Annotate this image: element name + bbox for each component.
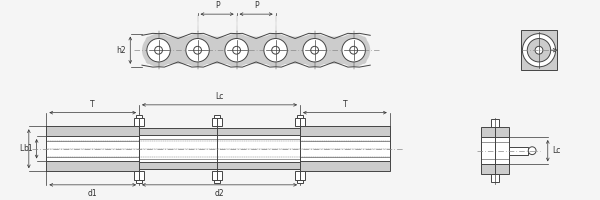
FancyBboxPatch shape (146, 37, 211, 64)
Bar (297, 115, 303, 118)
Circle shape (147, 39, 170, 62)
Text: h2: h2 (117, 46, 127, 55)
Bar (139, 128, 300, 169)
Bar (509, 147, 528, 155)
Text: T: T (91, 100, 95, 109)
Circle shape (264, 39, 287, 62)
Text: d1: d1 (88, 189, 98, 198)
Circle shape (272, 46, 280, 54)
Text: L: L (20, 144, 24, 153)
Bar (134, 171, 144, 180)
Bar (300, 126, 390, 171)
FancyBboxPatch shape (224, 37, 289, 64)
Circle shape (528, 147, 536, 155)
Circle shape (311, 46, 319, 54)
Circle shape (298, 34, 331, 67)
FancyBboxPatch shape (302, 37, 367, 64)
Bar (481, 127, 509, 174)
FancyBboxPatch shape (185, 37, 250, 64)
Bar (136, 115, 142, 118)
Bar (491, 119, 499, 127)
Bar (139, 135, 300, 162)
Bar (297, 180, 303, 183)
Text: P: P (254, 1, 259, 10)
Bar (521, 30, 557, 70)
Circle shape (342, 39, 365, 62)
Circle shape (220, 34, 253, 67)
Circle shape (303, 39, 326, 62)
Bar (214, 115, 220, 118)
Bar (300, 136, 390, 161)
FancyBboxPatch shape (263, 37, 328, 64)
Circle shape (337, 34, 370, 67)
Text: Lc: Lc (553, 146, 561, 155)
Text: P: P (215, 1, 220, 10)
Bar (481, 137, 509, 164)
Bar (46, 126, 139, 171)
Circle shape (155, 46, 163, 54)
Circle shape (523, 34, 556, 67)
Bar (136, 180, 142, 183)
Text: T: T (343, 100, 347, 109)
Circle shape (350, 46, 358, 54)
Circle shape (233, 46, 241, 54)
Circle shape (259, 34, 292, 67)
Bar (134, 118, 144, 126)
Bar (214, 180, 220, 183)
Circle shape (527, 39, 551, 62)
Bar (212, 118, 222, 126)
Text: d2: d2 (215, 189, 224, 198)
Bar (295, 171, 305, 180)
Bar (212, 171, 222, 180)
Text: b1: b1 (23, 144, 33, 153)
Circle shape (181, 34, 214, 67)
Circle shape (194, 46, 202, 54)
Circle shape (142, 34, 175, 67)
Bar (491, 174, 499, 182)
Circle shape (225, 39, 248, 62)
Text: Lc: Lc (215, 92, 224, 101)
Circle shape (186, 39, 209, 62)
Circle shape (535, 46, 543, 54)
Bar (46, 136, 139, 161)
Bar (295, 118, 305, 126)
